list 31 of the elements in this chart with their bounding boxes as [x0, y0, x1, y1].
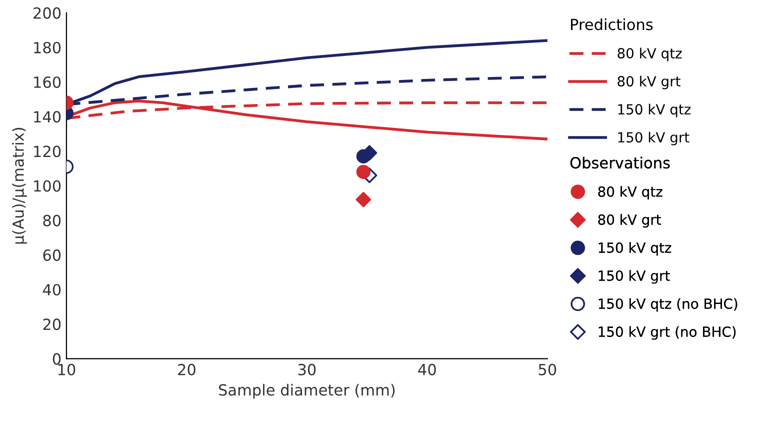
legend-label: 150 kV qtz (no BHC): [598, 298, 738, 312]
x-axis-title: Sample diameter (mm): [218, 384, 395, 399]
legend-label: 150 kV qtz: [598, 242, 672, 256]
y-tick-label: 100: [34, 180, 61, 192]
point: [356, 192, 372, 208]
x-tick-label: 10: [58, 364, 76, 376]
legend-label: 80 kV qtz: [598, 186, 662, 200]
legend-label: 150 kV grt: [598, 270, 670, 284]
y-tick-label: 120: [34, 146, 61, 158]
legend-label: 150 kV qtz: [618, 104, 691, 118]
y-tick-label: 0: [52, 353, 61, 365]
y-tick-label: 180: [34, 42, 61, 54]
legend-label: 80 kV grt: [598, 214, 661, 228]
y-tick-label: 200: [34, 7, 61, 19]
x-tick-label: 50: [538, 364, 556, 376]
legend-label: 80 kV grt: [618, 76, 680, 90]
y-axis-title: μ(Au)/μ(matrix): [12, 128, 27, 244]
legend-label: 150 kV grt: [618, 132, 690, 146]
y-tick-label: 140: [34, 111, 61, 123]
text: Observations: [570, 156, 670, 169]
text: Predictions: [571, 18, 653, 30]
y-tick-label: 160: [34, 76, 61, 88]
y-tick-label: 20: [43, 318, 61, 330]
y-tick-label: 60: [43, 249, 61, 261]
x-tick-label: 20: [178, 364, 196, 376]
legend-label: 80 kV qtz: [618, 48, 682, 62]
y-tick-label: 40: [42, 284, 61, 296]
x-tick-label: 30: [298, 364, 316, 376]
y-tick-label: 80: [43, 214, 61, 226]
x-tick-label: 40: [418, 364, 436, 376]
legend-label: 150 kV grt (no BHC): [598, 326, 736, 340]
